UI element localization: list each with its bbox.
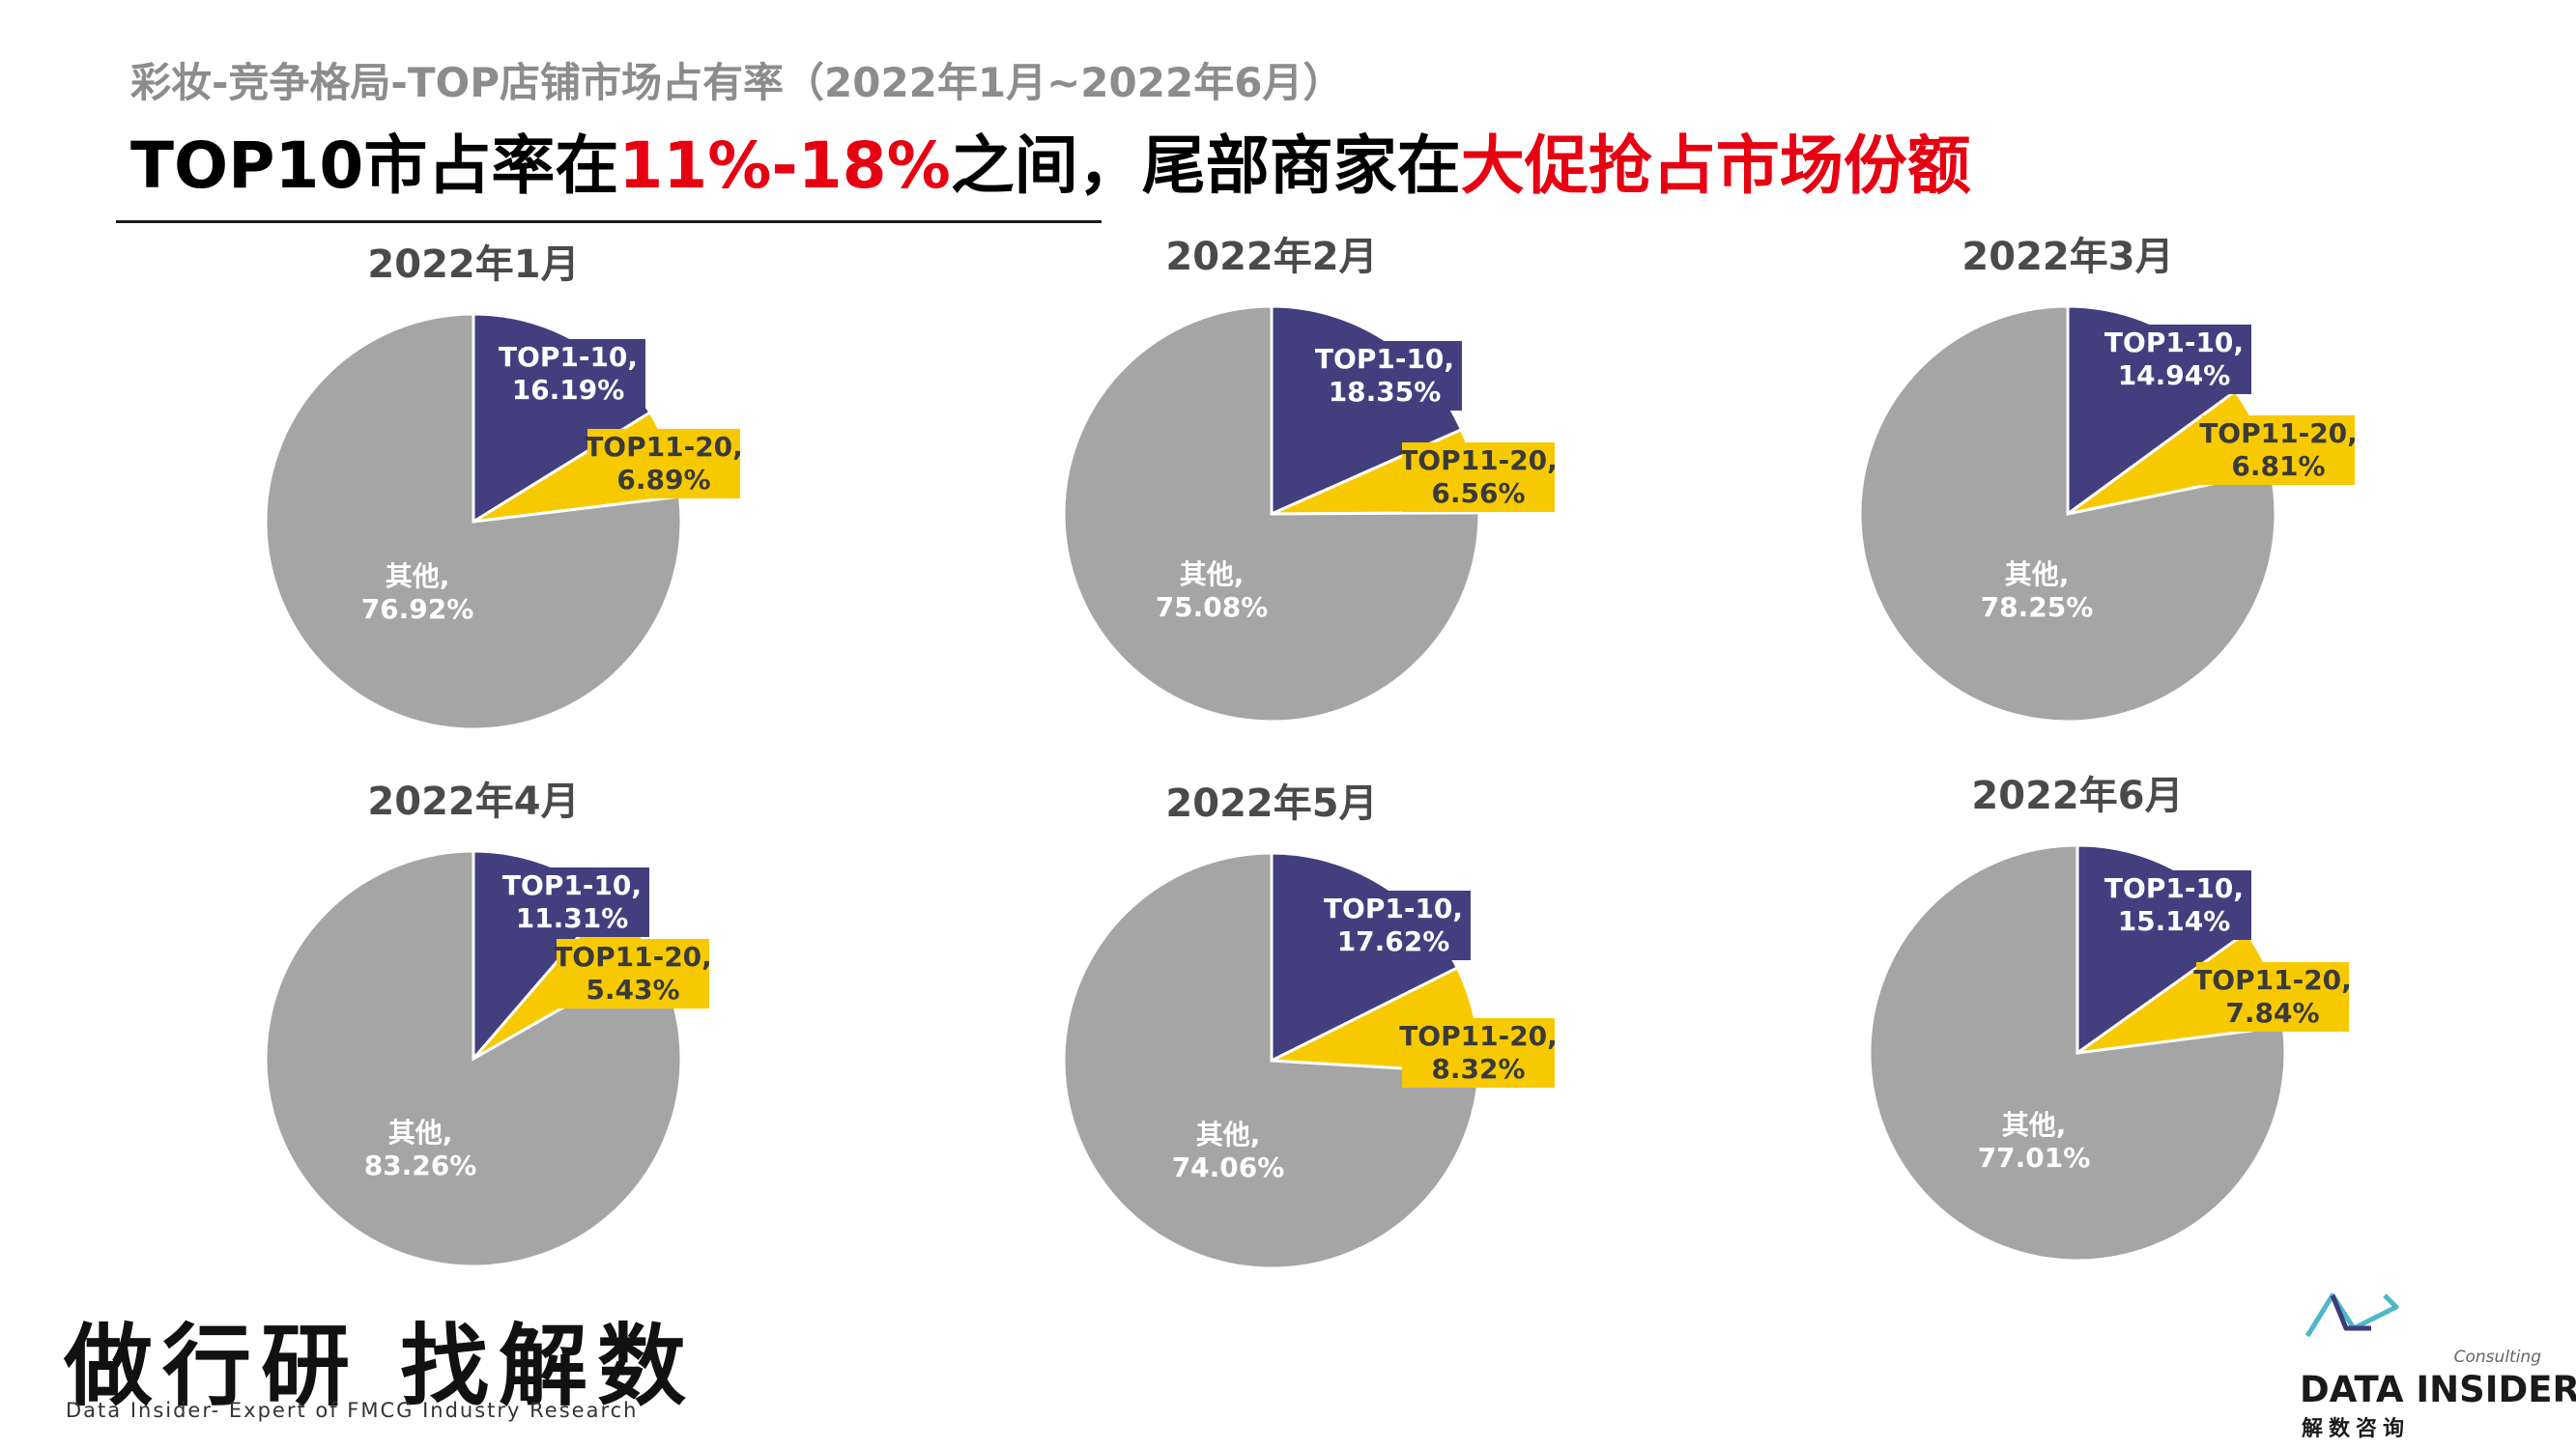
data-label-value-top1-10: 11.31% [516, 902, 629, 934]
page-subtitle: 彩妆-竞争格局-TOP店铺市场占有率（2022年1月~2022年6月） [130, 59, 1344, 106]
data-label-value-top1-10: 18.35% [1329, 376, 1442, 408]
data-label-value-top1-10: 16.19% [512, 374, 625, 406]
pie-slice-other [1858, 304, 2277, 724]
data-label-box-top11-20 [2202, 415, 2355, 485]
data-label-name-top1-10: TOP1-10, [499, 341, 638, 373]
data-label-box-top1-10 [495, 867, 649, 937]
data-label-name-top1-10: TOP1-10, [2104, 872, 2244, 904]
data-label-value-top1-10: 14.94% [2118, 359, 2231, 391]
data-label-name-top11-20: TOP11-20, [2199, 417, 2358, 449]
header-divider [116, 220, 1102, 223]
data-label-name-other: 其他, [386, 560, 450, 592]
data-label-name-top11-20: TOP11-20, [2193, 964, 2352, 996]
logo-chinese-name: 解数咨询 [2302, 1417, 2411, 1441]
data-label-value-other: 77.01% [1978, 1142, 2091, 1174]
data-label-name-other: 其他, [1180, 558, 1245, 590]
data-label-box-top1-10 [2097, 325, 2251, 394]
chart-title: 2022年4月 [367, 780, 580, 824]
data-label-box-top1-10 [1316, 891, 1471, 960]
pie-chart: TOP1-10,15.14% TOP11-20,7.84% 其他,77.01% [1868, 843, 2352, 1263]
data-label-name-top11-20: TOP11-20, [554, 941, 712, 973]
data-label-value-other: 75.08% [1156, 591, 1269, 623]
pie-slice-other [264, 312, 683, 731]
data-label-name-other: 其他, [2005, 558, 2070, 590]
data-label-box-top11-20 [1402, 1018, 1555, 1088]
data-label-value-top1-10: 15.14% [2118, 905, 2231, 937]
chart-title: 2022年3月 [1961, 235, 2174, 279]
pie-chart: TOP1-10,18.35% TOP11-20,6.56% 其他,75.08% [1062, 304, 1558, 724]
headline-highlight-2: 大促抢占市场份额 [1460, 128, 1971, 203]
data-label-box-top1-10 [2097, 870, 2251, 940]
data-label-value-top11-20: 7.84% [2225, 997, 2319, 1029]
pie-chart: TOP1-10,11.31% TOP11-20,5.43% 其他,83.26% [264, 849, 712, 1268]
headline-text-2: 之间，尾部商家在 [950, 128, 1461, 203]
data-label-name-top1-10: TOP1-10, [502, 869, 642, 901]
page-headline: TOP10市占率在11%-18%之间，尾部商家在大促抢占市场份额 [130, 114, 1971, 207]
brand-slogan: 做行研 找解数 [64, 1314, 697, 1418]
brand-tagline: Data Insider- Expert of FMCG Industry Re… [66, 1399, 639, 1422]
pie-chart: TOP1-10,14.94% TOP11-20,6.81% 其他,78.25% [1858, 304, 2358, 724]
data-label-value-other: 78.25% [1981, 591, 2094, 623]
pie-slice-other [1868, 843, 2287, 1263]
headline-text-1: TOP10市占率在 [130, 128, 619, 203]
data-label-name-top1-10: TOP1-10, [2104, 327, 2244, 358]
data-label-value-other: 74.06% [1172, 1151, 1285, 1183]
data-label-name-top1-10: TOP1-10, [1315, 343, 1454, 375]
data-label-name-other: 其他, [388, 1117, 453, 1149]
pie-slice-other [1062, 851, 1481, 1270]
data-label-name-top1-10: TOP1-10, [1324, 893, 1463, 924]
data-label-value-other: 76.92% [361, 593, 474, 625]
data-label-value-top11-20: 5.43% [586, 974, 679, 1006]
chart-title: 2022年6月 [1971, 774, 2184, 818]
chart-title: 2022年2月 [1165, 235, 1378, 279]
data-insider-logo: Consulting DATA INSIDER 解数咨询 [2300, 1290, 2576, 1441]
data-label-box-top1-10 [1307, 341, 1462, 411]
data-label-name-top11-20: TOP11-20, [585, 431, 743, 463]
data-label-name-other: 其他, [1196, 1119, 1261, 1151]
data-label-value-top11-20: 6.81% [2231, 450, 2325, 482]
chart-title: 2022年1月 [367, 242, 580, 287]
data-label-box-top11-20 [2196, 962, 2349, 1032]
data-label-name-other: 其他, [2002, 1109, 2067, 1141]
logo-mark-icon [2304, 1293, 2399, 1338]
data-label-box-top11-20 [557, 939, 709, 1009]
pie-slice-other [264, 849, 683, 1268]
data-label-value-top11-20: 6.89% [616, 464, 710, 496]
logo-consulting-text: Consulting [2453, 1348, 2541, 1367]
data-label-value-other: 83.26% [364, 1150, 477, 1181]
chart-title: 2022年5月 [1165, 781, 1378, 826]
data-label-name-top11-20: TOP11-20, [1399, 1020, 1558, 1052]
pie-chart: TOP1-10,16.19% TOP11-20,6.89% 其他,76.92% [264, 312, 743, 731]
pie-chart: TOP1-10,17.62% TOP11-20,8.32% 其他,74.06% [1062, 851, 1558, 1270]
data-label-name-top11-20: TOP11-20, [1399, 444, 1558, 476]
data-label-box-top11-20 [1402, 442, 1555, 512]
data-label-box-top11-20 [587, 429, 740, 498]
data-label-value-top11-20: 8.32% [1431, 1053, 1525, 1085]
data-label-value-top11-20: 6.56% [1431, 477, 1525, 509]
data-label-box-top1-10 [491, 339, 645, 409]
pie-slice-other [1062, 304, 1481, 724]
data-label-value-top1-10: 17.62% [1337, 925, 1450, 957]
logo-name: DATA INSIDER [2300, 1369, 2576, 1410]
headline-highlight-1: 11%-18% [618, 128, 951, 203]
